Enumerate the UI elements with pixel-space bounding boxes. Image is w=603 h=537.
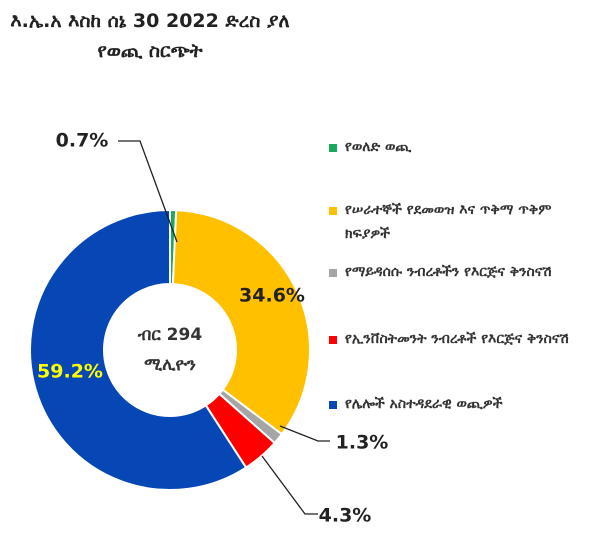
center-label: ብር 294 ሚሊዮን [110, 320, 230, 380]
legend-label: የወለድ ወጪ [345, 139, 412, 155]
legend-swatch [329, 144, 337, 152]
leader-line [118, 140, 178, 243]
data-label: 34.6% [239, 285, 305, 307]
leader-line [261, 455, 318, 515]
data-label: 59.2% [37, 361, 103, 383]
legend-swatch [329, 269, 337, 277]
legend-label: የሌሎች አስተዳደራዊ ወጪዎች [345, 396, 503, 412]
legend-item: የወለድ ወጪ [329, 135, 600, 159]
legend-item: የኢንቨስትመንት ንብረቶች የእርጅና ቅንስናሽ [329, 327, 600, 351]
data-label: 0.7% [56, 130, 109, 152]
chart-title: እ.ኤ.አ እስከ ሰኔ 30 2022 ድረስ ያለ የወጪ ስርጭት [10, 10, 290, 62]
legend-label: የማይዳሰሱ ንብረቶችን የእርጅና ቅንስናሽ [345, 264, 552, 280]
legend-item: የሌሎች አስተዳደራዊ ወጪዎች [329, 392, 600, 416]
legend-swatch [329, 401, 337, 409]
slice [29, 208, 248, 491]
legend-swatch [329, 336, 337, 344]
leader-line [279, 425, 330, 442]
legend-label: የኢንቨስትመንት ንብረቶች የእርጅና ቅንስናሽ [345, 331, 569, 347]
legend-item: የማይዳሰሱ ንብረቶችን የእርጅና ቅንስናሽ [329, 260, 600, 284]
slice [171, 209, 311, 436]
center-line: ሚሊዮን [144, 355, 196, 375]
center-line: ብር 294 [137, 325, 203, 345]
data-label: 4.3% [319, 505, 372, 527]
data-label: 1.3% [336, 432, 389, 454]
legend-label: የሠራተኞች የደመወዝ እና ጥቅማ ጥቅም ክፍያዎች [345, 202, 552, 242]
legend-item: የሠራተኞች የደመወዝ እና ጥቅማ ጥቅም ክፍያዎች [329, 198, 600, 246]
legend-swatch [329, 207, 337, 215]
